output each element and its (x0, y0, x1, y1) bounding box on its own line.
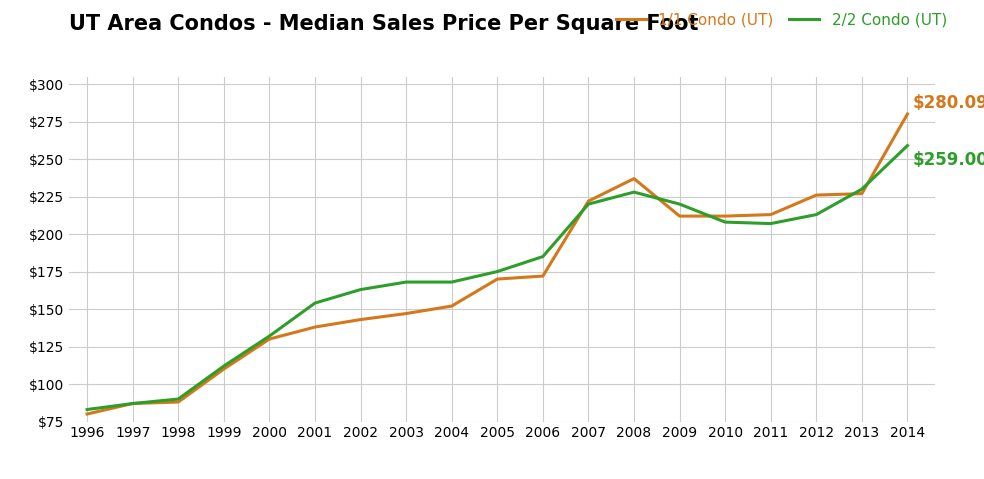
1/1 Condo (UT) (127, 400, 139, 406)
1/1 Condo (UT) (537, 273, 549, 279)
Text: UT Area Condos - Median Sales Price Per Square Foot: UT Area Condos - Median Sales Price Per … (69, 14, 699, 34)
2/2 Condo (UT) (82, 407, 93, 412)
2/2 Condo (UT) (172, 396, 184, 402)
1/1 Condo (UT) (856, 191, 868, 196)
2/2 Condo (UT) (856, 186, 868, 192)
2/2 Condo (UT) (264, 333, 276, 339)
1/1 Condo (UT) (583, 198, 594, 204)
2/2 Condo (UT) (309, 300, 321, 306)
1/1 Condo (UT) (172, 399, 184, 405)
1/1 Condo (UT) (491, 276, 503, 282)
2/2 Condo (UT) (674, 201, 686, 207)
Line: 2/2 Condo (UT): 2/2 Condo (UT) (88, 146, 907, 410)
1/1 Condo (UT) (309, 324, 321, 330)
2/2 Condo (UT) (491, 269, 503, 274)
2/2 Condo (UT) (400, 279, 412, 285)
2/2 Condo (UT) (811, 212, 823, 217)
Text: $280.09: $280.09 (913, 94, 984, 113)
1/1 Condo (UT) (811, 192, 823, 198)
2/2 Condo (UT) (901, 143, 913, 148)
1/1 Condo (UT) (719, 213, 731, 219)
1/1 Condo (UT) (264, 336, 276, 342)
1/1 Condo (UT) (354, 317, 366, 322)
1/1 Condo (UT) (674, 213, 686, 219)
2/2 Condo (UT) (628, 189, 640, 195)
2/2 Condo (UT) (583, 201, 594, 207)
2/2 Condo (UT) (217, 363, 229, 369)
Line: 1/1 Condo (UT): 1/1 Condo (UT) (88, 114, 907, 414)
1/1 Condo (UT) (446, 303, 458, 309)
2/2 Condo (UT) (765, 221, 776, 227)
1/1 Condo (UT) (765, 212, 776, 217)
1/1 Condo (UT) (628, 176, 640, 182)
1/1 Condo (UT) (217, 366, 229, 372)
1/1 Condo (UT) (901, 111, 913, 117)
1/1 Condo (UT) (400, 311, 412, 317)
Legend: 1/1 Condo (UT), 2/2 Condo (UT): 1/1 Condo (UT), 2/2 Condo (UT) (616, 12, 947, 27)
1/1 Condo (UT) (82, 411, 93, 417)
2/2 Condo (UT) (719, 219, 731, 225)
2/2 Condo (UT) (127, 400, 139, 406)
Text: $259.00: $259.00 (913, 151, 984, 169)
2/2 Condo (UT) (354, 287, 366, 293)
2/2 Condo (UT) (537, 254, 549, 260)
2/2 Condo (UT) (446, 279, 458, 285)
